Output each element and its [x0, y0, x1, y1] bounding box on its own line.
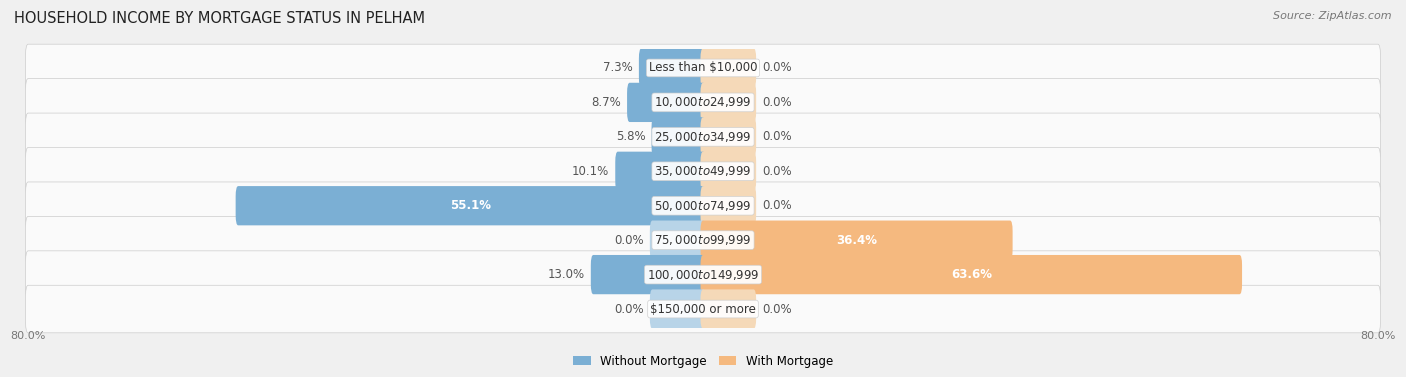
Text: $150,000 or more: $150,000 or more	[650, 303, 756, 316]
Text: 0.0%: 0.0%	[762, 61, 792, 74]
FancyBboxPatch shape	[25, 285, 1381, 333]
Text: 13.0%: 13.0%	[548, 268, 585, 281]
Text: $75,000 to $99,999: $75,000 to $99,999	[654, 233, 752, 247]
Text: $10,000 to $24,999: $10,000 to $24,999	[654, 95, 752, 109]
FancyBboxPatch shape	[700, 186, 756, 225]
Text: 5.8%: 5.8%	[616, 130, 645, 143]
Text: $35,000 to $49,999: $35,000 to $49,999	[654, 164, 752, 178]
Text: 36.4%: 36.4%	[837, 234, 877, 247]
FancyBboxPatch shape	[236, 186, 706, 225]
Text: HOUSEHOLD INCOME BY MORTGAGE STATUS IN PELHAM: HOUSEHOLD INCOME BY MORTGAGE STATUS IN P…	[14, 11, 425, 26]
Text: 55.1%: 55.1%	[450, 199, 491, 212]
FancyBboxPatch shape	[700, 83, 756, 122]
Text: 8.7%: 8.7%	[592, 96, 621, 109]
FancyBboxPatch shape	[25, 216, 1381, 264]
FancyBboxPatch shape	[650, 290, 706, 329]
FancyBboxPatch shape	[651, 117, 706, 156]
FancyBboxPatch shape	[700, 152, 756, 191]
Text: $100,000 to $149,999: $100,000 to $149,999	[647, 268, 759, 282]
Text: Source: ZipAtlas.com: Source: ZipAtlas.com	[1274, 11, 1392, 21]
Text: 0.0%: 0.0%	[762, 165, 792, 178]
FancyBboxPatch shape	[25, 44, 1381, 92]
FancyBboxPatch shape	[25, 251, 1381, 298]
Text: 0.0%: 0.0%	[762, 303, 792, 316]
Text: 0.0%: 0.0%	[614, 234, 644, 247]
Text: 0.0%: 0.0%	[762, 96, 792, 109]
Text: 63.6%: 63.6%	[950, 268, 991, 281]
Text: $50,000 to $74,999: $50,000 to $74,999	[654, 199, 752, 213]
Text: 0.0%: 0.0%	[762, 199, 792, 212]
Text: 0.0%: 0.0%	[762, 130, 792, 143]
FancyBboxPatch shape	[700, 290, 756, 329]
FancyBboxPatch shape	[700, 255, 1241, 294]
Legend: Without Mortgage, With Mortgage: Without Mortgage, With Mortgage	[568, 350, 838, 372]
FancyBboxPatch shape	[650, 221, 706, 260]
FancyBboxPatch shape	[25, 113, 1381, 161]
FancyBboxPatch shape	[25, 147, 1381, 195]
FancyBboxPatch shape	[591, 255, 706, 294]
Text: $25,000 to $34,999: $25,000 to $34,999	[654, 130, 752, 144]
FancyBboxPatch shape	[700, 48, 756, 87]
FancyBboxPatch shape	[627, 83, 706, 122]
FancyBboxPatch shape	[616, 152, 706, 191]
Text: Less than $10,000: Less than $10,000	[648, 61, 758, 74]
FancyBboxPatch shape	[25, 182, 1381, 230]
FancyBboxPatch shape	[700, 221, 1012, 260]
FancyBboxPatch shape	[638, 48, 706, 87]
Text: 0.0%: 0.0%	[614, 303, 644, 316]
FancyBboxPatch shape	[25, 79, 1381, 126]
Text: 10.1%: 10.1%	[572, 165, 609, 178]
FancyBboxPatch shape	[700, 117, 756, 156]
Text: 7.3%: 7.3%	[603, 61, 633, 74]
